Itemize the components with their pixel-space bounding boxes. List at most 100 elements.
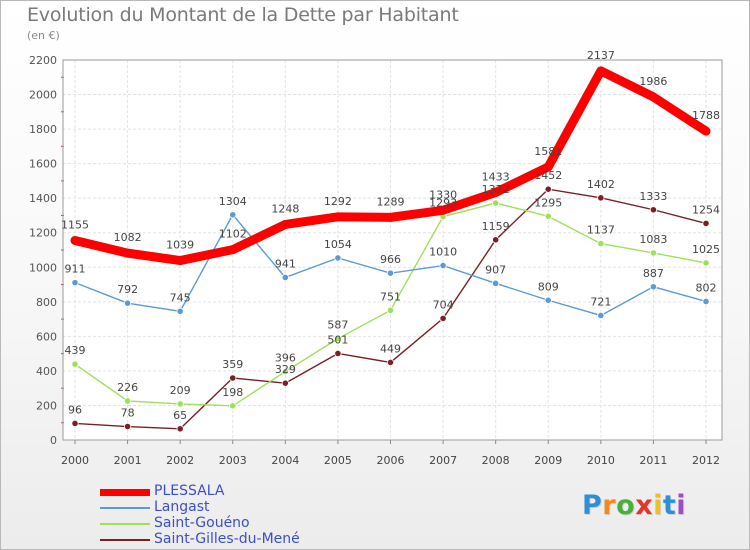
data-point [71,279,79,287]
y-tick-label: 1000 [29,261,57,274]
data-label: 2137 [587,49,615,62]
y-tick-label: 800 [36,296,57,309]
data-label: 209 [170,384,191,397]
chart-legend: PLESSALA Langast Saint-Gouéno Saint-Gilles-… [100,483,360,548]
data-label: 907 [485,263,506,276]
logo-letter: P [582,490,603,521]
x-tick-label: 2008 [482,454,510,467]
logo-letter: x [635,490,654,521]
data-point [492,199,500,207]
data-label: 226 [117,381,138,394]
y-tick-label: 1400 [29,192,57,205]
logo-letter: t [662,490,677,521]
data-point [544,185,552,193]
legend-swatch [100,507,150,509]
x-tick-label: 2011 [639,454,667,467]
data-point [649,249,658,257]
x-tick-label: 2001 [114,454,142,467]
data-point [229,211,237,219]
data-label: 1402 [587,178,615,191]
data-label: 1155 [61,219,89,232]
data-label: 792 [117,283,138,296]
data-label: 1372 [482,183,510,196]
y-tick-label: 0 [50,434,57,447]
data-point [492,236,500,244]
data-point [649,283,658,291]
data-label: 809 [538,280,559,293]
y-tick-label: 2000 [29,89,57,102]
data-point [439,314,447,322]
data-point [176,400,184,408]
data-point [281,273,289,282]
data-point [123,397,132,405]
logo-letter: i [653,490,663,521]
x-tick-label: 2006 [377,454,405,467]
data-label: 1295 [534,196,562,209]
data-point [386,306,395,314]
logo-letter: r [602,490,617,521]
legend-swatch [100,539,150,541]
legend-item: Langast [100,499,360,516]
y-tick-label: 1600 [29,158,57,171]
legend-label: PLESSALA [154,483,225,499]
data-point [123,422,132,431]
data-label: 78 [121,407,135,420]
data-point [386,269,395,277]
legend-item: Saint-Gilles-du-Mené [100,531,360,548]
data-label: 1788 [692,109,720,122]
data-point [176,425,184,433]
data-label: 1054 [324,238,352,251]
data-label: 1010 [429,246,457,259]
data-point [334,254,342,262]
data-point [702,259,710,267]
data-label: 1292 [324,195,352,208]
series-line [70,66,711,266]
data-point [597,240,605,248]
data-point [281,379,289,387]
data-label: 721 [590,295,611,308]
legend-item: PLESSALA [100,483,360,500]
plot-border [62,59,723,441]
data-label: 1102 [219,228,247,241]
data-label: 1082 [114,231,142,244]
x-tick-label: 2009 [534,454,562,467]
data-label: 501 [327,333,348,346]
data-label: 1304 [219,195,247,208]
data-point [702,219,710,227]
data-label: 439 [65,344,86,357]
data-point [649,206,658,214]
data-label: 1039 [166,239,194,252]
legend-label: Saint-Gilles-du-Mené [154,531,300,547]
data-point [597,194,605,202]
x-tick-label: 2002 [166,454,194,467]
data-label: 1254 [692,203,720,216]
x-tick-label: 2005 [324,454,352,467]
proxiti-logo: Proxiti [582,490,686,521]
data-point [492,279,500,287]
data-label: 1433 [482,170,510,183]
data-label: 1330 [429,188,457,201]
data-label: 587 [327,319,348,332]
data-label: 1581 [534,145,562,158]
chart-subtitle: (en €) [27,29,60,42]
data-point [281,367,289,376]
data-label: 1137 [587,224,615,237]
legend-swatch [100,523,150,525]
data-label: 802 [696,281,717,294]
data-label: 198 [222,386,243,399]
legend-swatch [100,488,150,496]
y-tick-label: 1200 [29,227,57,240]
y-tick-label: 1800 [29,123,57,136]
data-label: 359 [222,358,243,371]
data-point [597,311,605,320]
data-label: 1159 [482,220,510,233]
data-label: 329 [275,363,296,376]
data-label: 887 [643,267,664,280]
data-label: 449 [380,342,401,355]
y-tick-label: 400 [36,365,57,378]
data-label: 1452 [534,169,562,182]
legend-item: Saint-Gouéno [100,515,360,532]
x-tick-label: 2010 [587,454,615,467]
data-point [229,402,237,410]
x-tick-label: 2004 [271,454,299,467]
